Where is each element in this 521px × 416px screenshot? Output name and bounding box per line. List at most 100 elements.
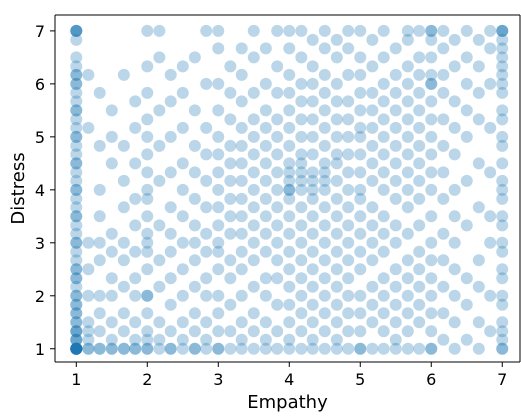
y-tick-label: 5 [35,128,45,147]
data-point [496,157,509,170]
data-point [496,60,509,73]
data-point [342,113,355,126]
data-point [70,342,83,355]
data-point [330,342,343,355]
data-point [70,342,83,355]
data-point [460,24,473,37]
data-point [93,139,106,152]
data-point [70,245,83,258]
y-tick-label: 3 [35,234,45,253]
data-point [105,227,118,240]
data-point [295,166,308,179]
data-point [212,166,225,179]
data-point [295,24,308,37]
data-point [496,174,509,187]
data-point [437,68,450,81]
data-point [188,219,201,232]
data-point [472,316,485,329]
data-point [306,263,319,276]
data-point [259,210,272,223]
data-point [247,183,260,196]
data-point [448,289,461,302]
data-point [342,307,355,320]
data-point [389,342,402,355]
data-point [496,77,509,90]
data-point [306,333,319,346]
data-point [401,183,414,196]
data-point [93,210,106,223]
data-point [283,298,296,311]
data-point [413,342,426,355]
data-point [342,183,355,196]
data-point [472,113,485,126]
data-point [413,68,426,81]
data-point [153,254,166,267]
data-point [200,289,213,302]
data-point [437,307,450,320]
data-point [153,51,166,64]
data-point [401,95,414,108]
data-point [366,298,379,311]
data-point [259,227,272,240]
data-point [164,342,177,355]
data-point [70,254,83,267]
data-point [318,104,331,117]
data-point [212,289,225,302]
data-point [212,148,225,161]
data-point [247,86,260,99]
data-point [117,201,130,214]
data-point [330,316,343,329]
data-point [200,148,213,161]
data-point [318,219,331,232]
data-point [354,307,367,320]
data-point [354,245,367,258]
data-point [259,333,272,346]
data-point [259,42,272,55]
data-point [366,201,379,214]
data-point [460,174,473,187]
data-point [295,325,308,338]
data-point [377,272,390,285]
data-point [306,280,319,293]
y-tick-label: 6 [35,75,45,94]
data-point [496,245,509,258]
data-point [235,192,248,205]
data-point [330,280,343,293]
data-point [377,95,390,108]
data-point [401,342,414,355]
data-point [247,307,260,320]
data-point [176,86,189,99]
data-point [70,342,83,355]
data-point [389,298,402,311]
data-point [283,342,296,355]
data-point [235,210,248,223]
data-point [271,236,284,249]
data-point [212,325,225,338]
data-point [425,307,438,320]
data-point [330,51,343,64]
data-point [484,325,497,338]
data-point [70,210,83,223]
data-point [330,333,343,346]
data-point [472,201,485,214]
data-point [496,104,509,117]
data-point [377,183,390,196]
data-point [413,121,426,134]
data-point [318,254,331,267]
data-point [70,157,83,170]
data-point [448,210,461,223]
data-point [401,289,414,302]
data-point [354,263,367,276]
data-point [271,183,284,196]
data-point [129,192,142,205]
data-point [70,174,83,187]
data-point [448,33,461,46]
data-point [153,316,166,329]
data-point [342,42,355,55]
data-point [389,333,402,346]
data-point [330,113,343,126]
data-point [247,130,260,143]
data-point [212,236,225,249]
data-point [129,316,142,329]
data-point [105,316,118,329]
